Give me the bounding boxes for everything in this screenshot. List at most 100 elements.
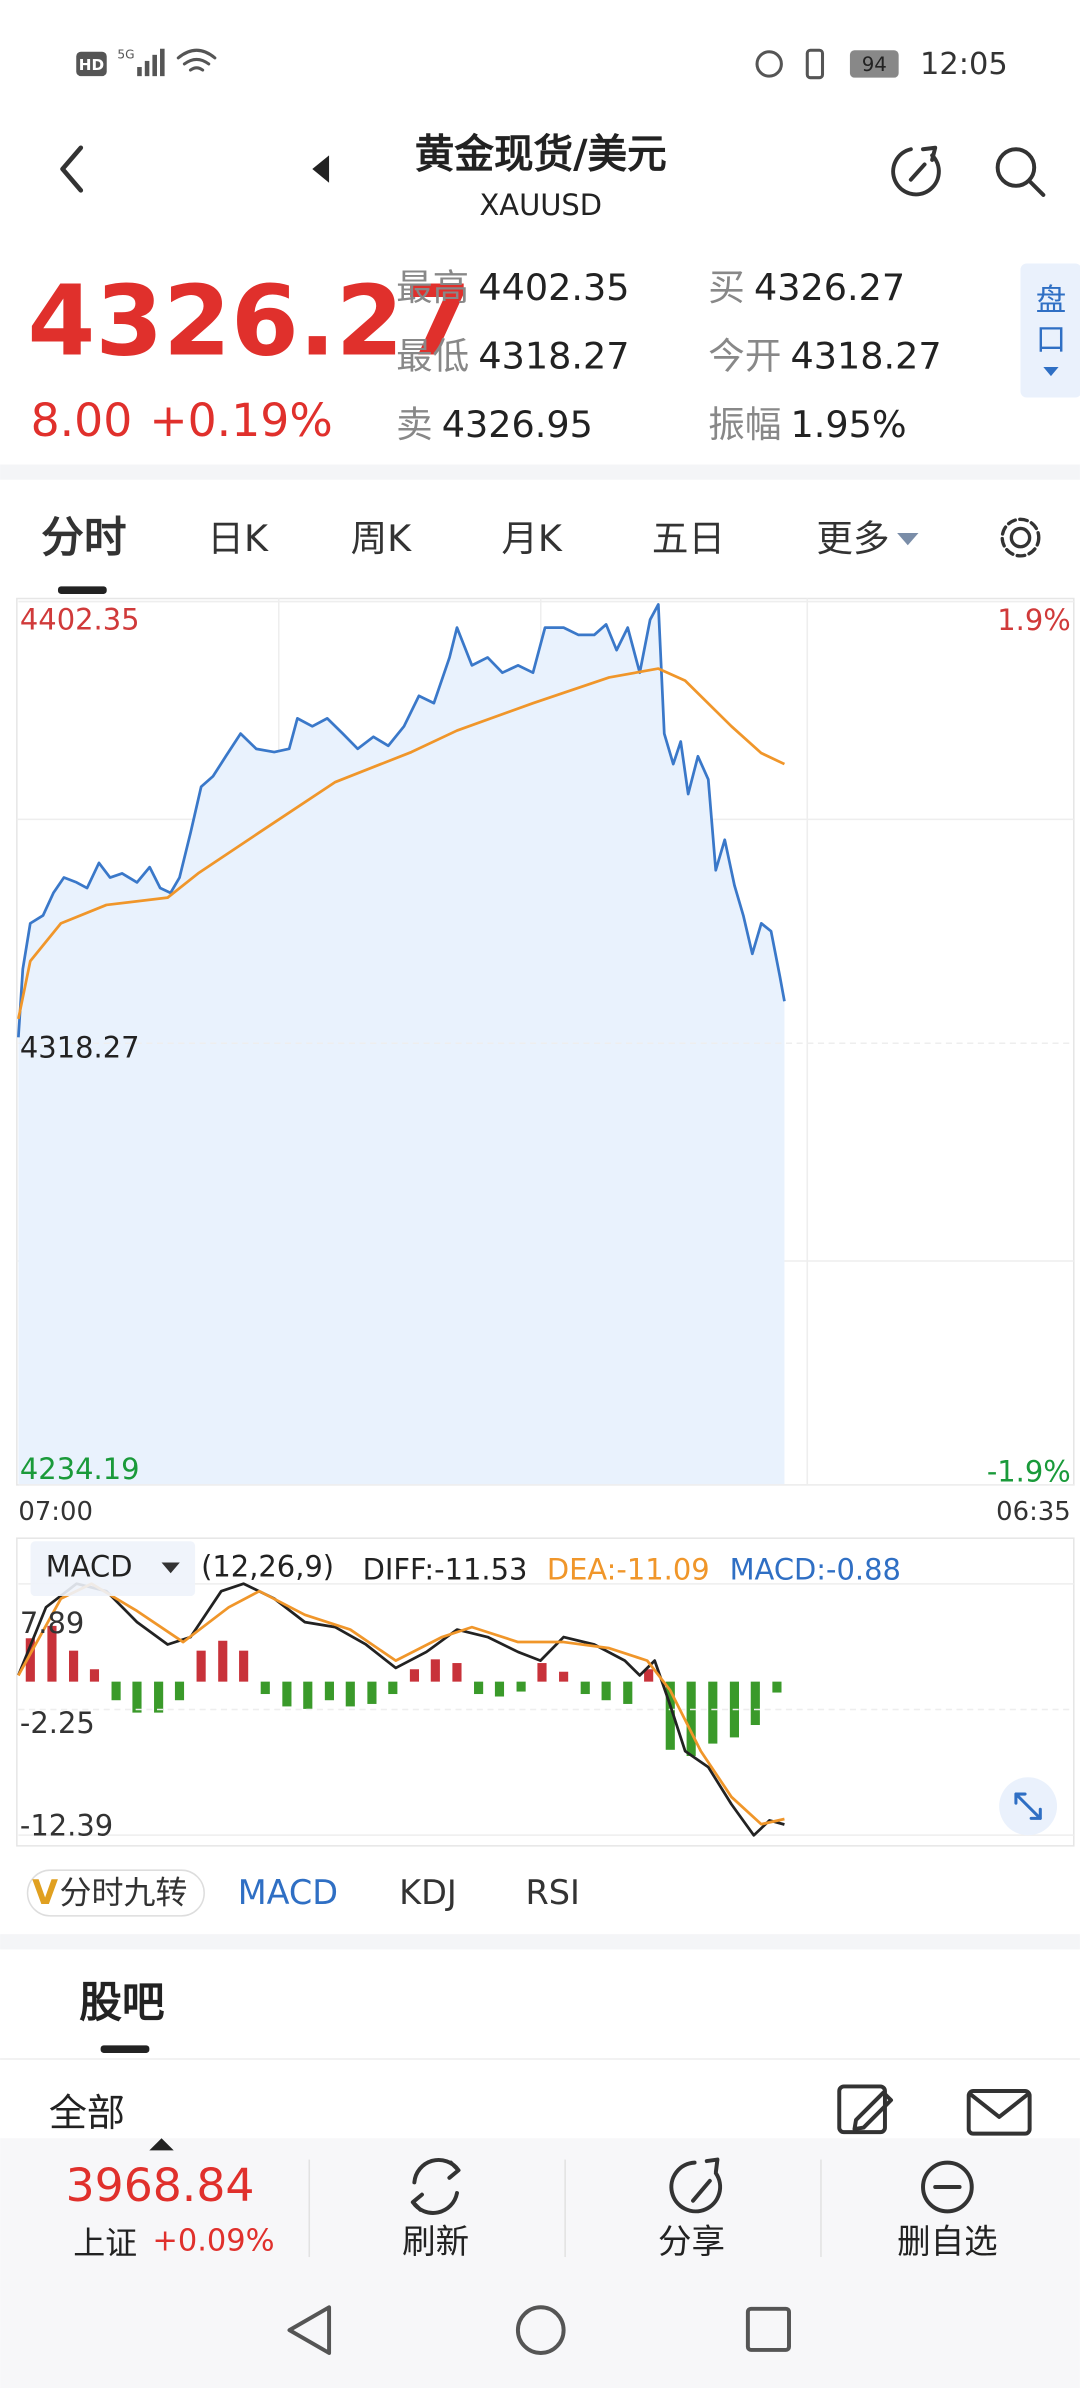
title: 黄金现货/美元: [415, 131, 667, 177]
y-tick-label: 7.89: [20, 1606, 84, 1640]
macd-chart: 7.89 -2.25 -12.39: [17, 1582, 1074, 1843]
message-flap: [968, 2092, 1031, 2119]
message-button[interactable]: [966, 2089, 1032, 2136]
stat-label: 买: [708, 266, 745, 309]
tab[interactable]: 日K: [207, 517, 269, 560]
battery-level: 94: [862, 53, 887, 76]
price-chart: 4402.35 4318.27 4234.19 1.9% -1.9% 07:00 06:35: [17, 600, 1074, 1527]
bottom-action[interactable]: 分享: [658, 2222, 725, 2261]
macd-bar: [750, 1681, 760, 1726]
signal-icon: [137, 48, 165, 77]
stat-value: 4326.95: [442, 403, 593, 446]
panel-button-label: 盘口: [1036, 283, 1066, 358]
remove-icon: [921, 2160, 974, 2214]
forum-title: 股吧: [79, 1978, 164, 2028]
stat-label: 最低: [396, 334, 469, 377]
edit-button[interactable]: [837, 2084, 887, 2135]
indicator-tab[interactable]: MACD: [238, 1873, 338, 1912]
macd-params: (12,26,9): [201, 1550, 334, 1584]
bottom-action[interactable]: 删自选: [897, 2222, 998, 2261]
macd-bar: [25, 1638, 35, 1682]
tab[interactable]: 周K: [351, 517, 413, 560]
clock: 12:05: [920, 47, 1008, 82]
series-line: [17, 603, 786, 1038]
y-tick-label: -2.25: [20, 1706, 95, 1740]
macd-bar: [367, 1681, 377, 1704]
indicator-tab[interactable]: 分时九转: [60, 1874, 188, 1912]
panel-button[interactable]: [1020, 263, 1080, 398]
macd-bar: [69, 1650, 79, 1682]
macd-bar: [239, 1650, 249, 1682]
nine-turn-pill[interactable]: [26, 1869, 205, 1917]
macd-bar: [580, 1681, 590, 1695]
y2-tick-label: -1.9%: [987, 1455, 1071, 1489]
y2-tick-label: 1.9%: [997, 603, 1070, 637]
macd-bar: [89, 1669, 100, 1682]
stat-value: 1.95%: [791, 403, 907, 446]
macd-bar: [452, 1663, 462, 1682]
vibrate-icon: [805, 48, 825, 80]
battery-icon: [849, 50, 899, 78]
panel-arrow: [1043, 367, 1059, 377]
macd-arrow: [161, 1562, 180, 1574]
price: 4326.27: [28, 264, 472, 377]
macd-selector[interactable]: [30, 1541, 196, 1597]
stat-value: 4318.27: [478, 334, 629, 377]
expand-icon: [1014, 1792, 1042, 1820]
hd-badge: [76, 51, 107, 77]
settings-gear: [1000, 517, 1041, 558]
macd-bar: [324, 1681, 334, 1701]
index-change: +0.09%: [152, 2223, 274, 2258]
change-pct: +0.19%: [149, 394, 332, 447]
stat-label: 卖: [396, 403, 433, 446]
series-line: [17, 667, 786, 1020]
tab[interactable]: 更多: [816, 517, 889, 560]
nav-recent[interactable]: [745, 2306, 791, 2352]
macd-bar: [537, 1663, 547, 1682]
tab[interactable]: 月K: [501, 517, 563, 560]
divider: [0, 464, 1080, 480]
macd-frame: [16, 1537, 1075, 1847]
nav-back[interactable]: [287, 2305, 332, 2355]
search-button[interactable]: [995, 147, 1037, 188]
price-area: [18, 604, 785, 1485]
back-button[interactable]: [60, 145, 84, 193]
macd-bar: [218, 1640, 228, 1682]
macd-bar: [260, 1681, 270, 1695]
refresh-arrow: [908, 145, 938, 182]
bottom-actions: 刷新 分享 删自选: [402, 2222, 997, 2261]
stat-value: 4318.27: [791, 334, 942, 377]
series-line: [17, 1582, 785, 1826]
nav-home[interactable]: [515, 2305, 566, 2355]
prev-button[interactable]: [312, 155, 330, 183]
index-value[interactable]: 3968.84: [66, 2159, 255, 2212]
macd-bar: [47, 1625, 57, 1682]
stat-value: 4326.27: [754, 266, 905, 309]
macd-title: MACD: [46, 1550, 133, 1584]
forum-filter[interactable]: 全部: [49, 2091, 125, 2135]
refresh-button[interactable]: [891, 147, 941, 197]
tab-indicator: [57, 586, 107, 594]
indicator-tab[interactable]: RSI: [526, 1873, 580, 1912]
tab[interactable]: 分时: [41, 513, 126, 563]
macd-bar: [303, 1681, 313, 1709]
hd-text: HD: [79, 56, 104, 74]
bottom-action[interactable]: 刷新: [402, 2222, 469, 2261]
y-tick-label: -12.39: [20, 1809, 113, 1843]
indicator-tabs: 分时九转 MACD KDJ RSI: [60, 1873, 580, 1912]
indicator-tab[interactable]: KDJ: [399, 1873, 457, 1912]
macd-bar: [474, 1681, 484, 1695]
settings-button[interactable]: [1009, 526, 1032, 549]
index-name: 上证: [73, 2224, 137, 2262]
macd-bar: [623, 1681, 633, 1704]
legend-entry: MACD:-0.88: [730, 1553, 901, 1587]
divider: [0, 1934, 1080, 1950]
v-badge: V: [32, 1873, 58, 1912]
share-arrow: [691, 2157, 720, 2203]
tab[interactable]: 五日: [652, 517, 725, 560]
macd-bar: [282, 1681, 292, 1707]
macd-bar: [772, 1681, 782, 1693]
